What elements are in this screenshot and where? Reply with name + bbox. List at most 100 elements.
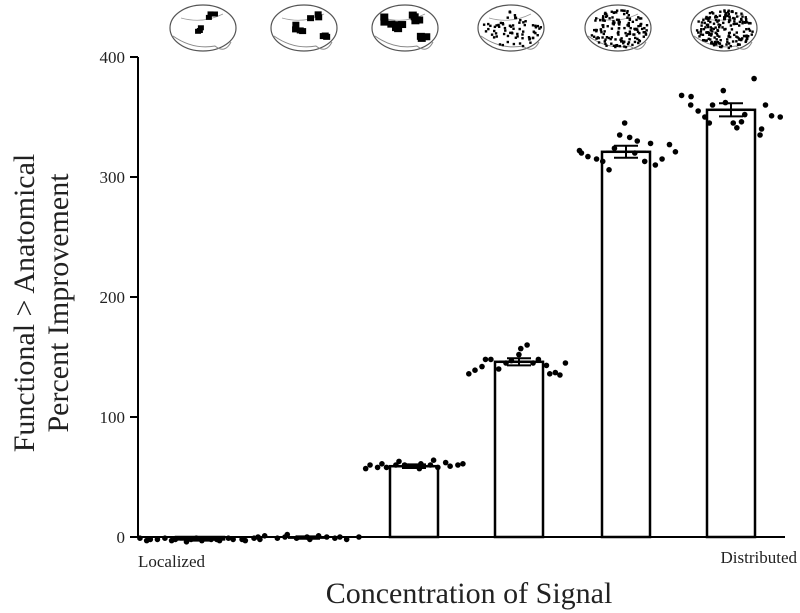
activation-voxel	[747, 34, 750, 38]
activation-voxel	[747, 27, 751, 31]
activation-blob	[408, 11, 417, 19]
activation-voxel	[484, 30, 488, 33]
activation-voxel	[493, 29, 496, 33]
activation-voxel	[724, 11, 728, 15]
activation-voxel	[524, 20, 527, 23]
activation-voxel	[595, 17, 598, 20]
activation-voxel	[623, 45, 626, 48]
data-point	[396, 458, 402, 465]
activation-voxel	[740, 12, 743, 15]
activation-voxel	[594, 19, 597, 22]
data-point	[652, 162, 659, 168]
x-end-label-right: Distributed	[721, 548, 798, 567]
y-axis-title-line2: Percent Improvement	[42, 173, 75, 433]
activation-voxel	[745, 39, 748, 42]
brain-sulcus	[180, 13, 224, 21]
activation-voxel	[741, 22, 744, 25]
activation-voxel	[706, 23, 710, 27]
bar	[705, 108, 757, 539]
activation-voxel	[510, 31, 514, 34]
activation-voxel	[511, 24, 515, 27]
activation-voxel	[614, 45, 617, 49]
data-point	[757, 132, 763, 138]
activation-voxel	[617, 30, 620, 34]
y-tick-label: 300	[100, 168, 126, 187]
activation-voxel	[624, 45, 628, 49]
data-point	[562, 360, 569, 366]
activation-voxel	[701, 33, 705, 36]
activation-voxel	[532, 30, 536, 33]
brain-outline	[270, 4, 338, 52]
activation-voxel	[726, 38, 729, 41]
activation-voxel	[730, 28, 734, 31]
activation-voxel	[509, 31, 512, 35]
activation-voxel	[698, 35, 701, 38]
activation-voxel	[733, 22, 737, 26]
activation-voxel	[709, 26, 712, 29]
activation-voxel	[501, 23, 505, 26]
activation-voxel	[638, 39, 642, 43]
data-point	[659, 156, 665, 162]
activation-voxel	[620, 9, 623, 12]
activation-voxel	[700, 24, 703, 27]
activation-voxel	[503, 26, 507, 30]
activation-voxel	[603, 40, 606, 43]
activation-voxel	[489, 24, 492, 28]
data-point	[734, 125, 740, 131]
activation-voxel	[699, 30, 703, 33]
activation-voxel	[508, 11, 512, 14]
activation-voxel	[617, 20, 620, 24]
data-point	[762, 102, 769, 108]
activation-voxel	[645, 29, 648, 32]
activation-voxel	[617, 18, 620, 22]
activation-blob	[387, 20, 396, 28]
brain-map-icon	[169, 4, 237, 52]
activation-voxel	[735, 35, 738, 38]
activation-voxel	[737, 43, 740, 46]
activation-voxel	[628, 30, 632, 33]
activation-voxel	[506, 16, 509, 19]
activation-voxel	[628, 17, 632, 20]
activation-voxel	[718, 14, 722, 17]
activation-voxel	[716, 34, 719, 37]
data-point	[516, 351, 522, 358]
activation-voxel	[619, 38, 622, 41]
x-end-label-left: Localized	[138, 552, 206, 571]
activation-voxel	[745, 35, 748, 39]
activation-voxel	[612, 23, 615, 26]
activation-voxel	[610, 27, 614, 30]
activation-voxel	[738, 20, 742, 24]
activation-blob	[321, 32, 329, 39]
x-axis-title: Concentration of Signal	[326, 577, 613, 610]
activation-voxel	[731, 10, 734, 14]
brain-sulcus	[273, 35, 333, 50]
activation-voxel	[514, 36, 518, 39]
activation-voxel	[506, 40, 509, 44]
activation-voxel	[727, 46, 731, 50]
activation-voxel	[612, 44, 616, 48]
activation-voxel	[529, 41, 532, 44]
activation-voxel	[709, 20, 712, 24]
activation-voxel	[739, 38, 743, 42]
activation-blob	[422, 33, 431, 41]
data-point	[435, 464, 441, 471]
activation-voxel	[627, 21, 631, 25]
activation-voxel	[597, 41, 601, 44]
activation-voxel	[617, 33, 620, 36]
activation-voxel	[735, 31, 738, 34]
activation-voxel	[616, 18, 619, 21]
activation-voxel	[719, 38, 722, 42]
activation-blob	[307, 15, 315, 22]
data-point	[430, 457, 437, 464]
activation-voxel	[741, 37, 744, 40]
activation-voxel	[708, 16, 712, 19]
activation-blob	[296, 27, 304, 34]
activation-voxel	[642, 35, 645, 38]
activation-voxel	[595, 37, 598, 40]
activation-blob	[391, 21, 400, 29]
activation-voxel	[616, 44, 619, 48]
activation-voxel	[610, 42, 613, 45]
activation-blob	[195, 28, 202, 34]
data-point	[687, 102, 694, 108]
activation-voxel	[611, 16, 614, 19]
